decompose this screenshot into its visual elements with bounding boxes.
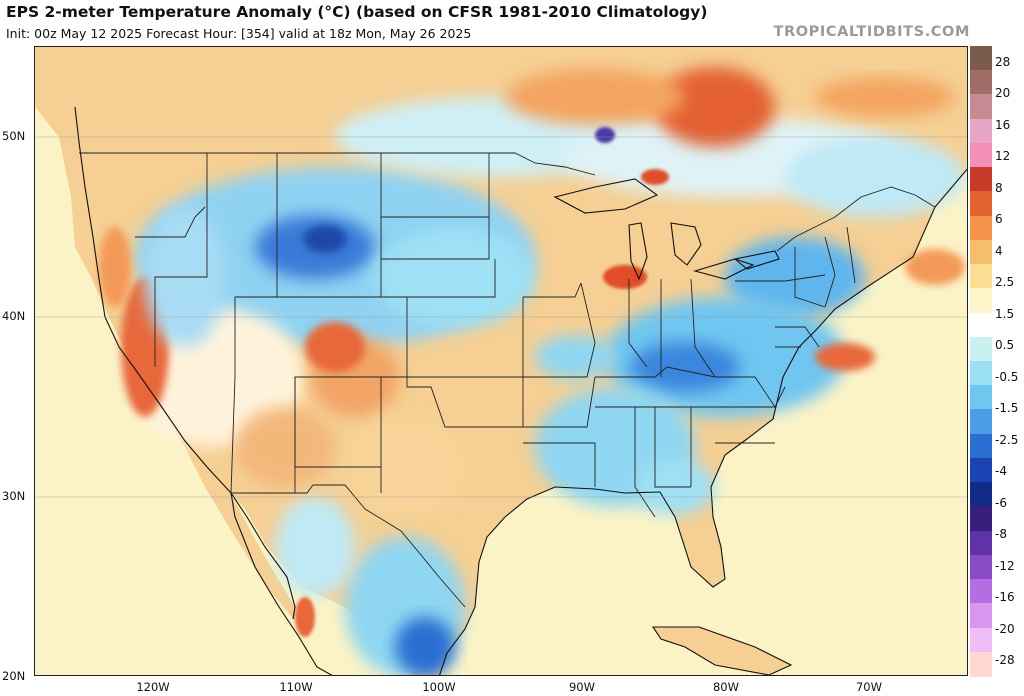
colorbar-swatch (970, 215, 992, 241)
colorbar-swatch (970, 46, 992, 71)
colorbar-swatch (970, 70, 992, 96)
graticule (35, 136, 967, 498)
lon-tick-label: 80W (712, 680, 740, 694)
color-scale-legend: 28 20 16 12 8 6 4 2.5 1.5 0.5 -0.5 -1.5 -2.5 -4 -6 -8 -1… (970, 46, 1024, 677)
latitude-axis: 50N 40N 30N 20N (0, 46, 34, 683)
colorbar-label: 12 (995, 149, 1011, 164)
map-title: EPS 2-meter Temperature Anomaly (°C) (ba… (6, 3, 708, 21)
colorbar-label: -28 (995, 653, 1015, 668)
map-canvas (35, 47, 967, 675)
colorbar-swatch (970, 409, 992, 435)
colorbar-swatch (970, 167, 992, 193)
lon-tick-label: 70W (855, 680, 883, 694)
colorbar-label: -0.5 (995, 369, 1019, 384)
lat-tick-label: 20N (2, 669, 26, 683)
colorbar-label: 4 (995, 243, 1003, 258)
anomaly-map[interactable] (34, 46, 968, 676)
colorbar-swatch (970, 385, 992, 411)
colorbar-swatch (970, 579, 992, 605)
lat-tick-label: 50N (2, 129, 26, 143)
colorbar-swatch (970, 361, 992, 386)
longitude-axis: 120W 110W 100W 90W 80W 70W (34, 678, 968, 696)
colorbar-swatch (970, 118, 992, 144)
colorbar-label: -12 (995, 558, 1015, 573)
colorbar-label: -2.5 (995, 432, 1019, 447)
forecast-info: Init: 00z May 12 2025 Forecast Hour: [35… (6, 26, 472, 41)
lon-tick-label: 100W (422, 680, 456, 694)
colorbar-label: 1.5 (995, 306, 1015, 321)
colorbar-label: 8 (995, 180, 1003, 195)
lat-tick-label: 40N (2, 309, 26, 323)
colorbar-swatch (970, 603, 992, 629)
colorbar-swatch (970, 554, 992, 580)
colorbar-swatch (970, 506, 992, 532)
political-boundaries (79, 152, 936, 608)
lat-tick-label: 30N (2, 489, 26, 503)
colorbar-swatch (970, 191, 992, 217)
colorbar-label: 16 (995, 117, 1011, 132)
colorbar-swatch (970, 433, 992, 459)
colorbar-label: 6 (995, 212, 1003, 227)
colorbar-label: 0.5 (995, 338, 1015, 353)
colorbar-label: 2.5 (995, 275, 1015, 290)
lon-tick-label: 90W (568, 680, 596, 694)
colorbar-label: 28 (995, 54, 1011, 69)
colorbar-label: -20 (995, 621, 1015, 636)
colorbar-label: -6 (995, 495, 1007, 510)
colorbar-swatch (970, 288, 992, 314)
colorbar-swatch (970, 142, 992, 168)
colorbar-swatch (970, 94, 992, 120)
colorbar-swatch (970, 312, 992, 338)
colorbar-swatch (970, 482, 992, 508)
colorbar-label: 20 (995, 86, 1011, 101)
colorbar-swatch (970, 627, 992, 653)
colorbar-swatch (970, 651, 992, 677)
site-brand: TROPICALTIDBITS.COM (773, 24, 970, 40)
colorbar-swatch (970, 336, 992, 362)
colorbar-label: -4 (995, 464, 1007, 479)
colorbar-label: -8 (995, 527, 1007, 542)
colorbar-swatch (970, 457, 992, 483)
coastlines (74, 106, 967, 675)
colorbar-label: -1.5 (995, 401, 1019, 416)
colorbar-swatch (970, 530, 992, 556)
great-lakes (553, 178, 780, 281)
lon-tick-label: 120W (136, 680, 170, 694)
colorbar-swatch (970, 264, 992, 290)
lon-tick-label: 110W (279, 680, 313, 694)
colorbar-swatch (970, 239, 992, 265)
colorbar-label: -16 (995, 590, 1015, 605)
